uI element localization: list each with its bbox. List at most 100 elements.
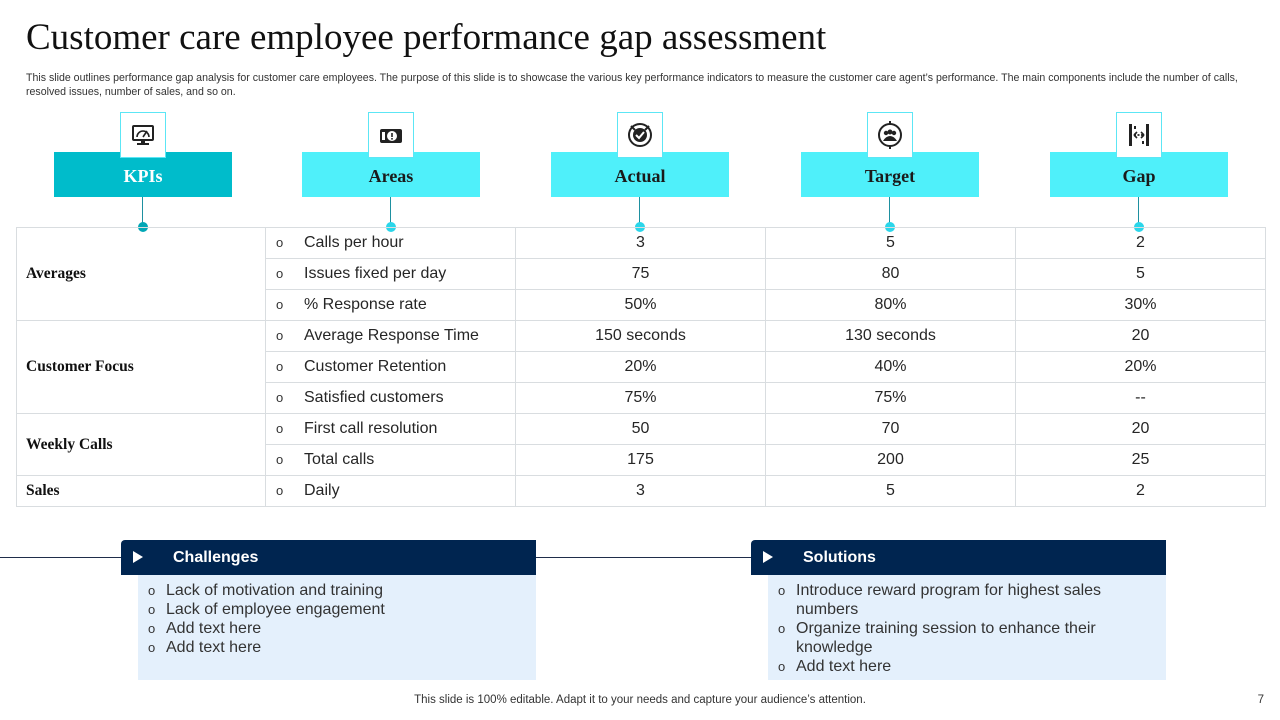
actual-cell: 75% bbox=[515, 382, 766, 414]
area-label: Satisfied customers bbox=[304, 389, 444, 406]
monitor-gauge-icon bbox=[120, 112, 166, 158]
target-cell: 130 seconds bbox=[765, 320, 1016, 352]
bullet: o bbox=[148, 602, 156, 617]
list-item: o Lack of employee engagement bbox=[148, 600, 526, 619]
list-item-text: Add text here bbox=[166, 639, 262, 656]
list-item: o Add text here bbox=[778, 657, 1156, 676]
target-cell: 80% bbox=[765, 289, 1016, 321]
column-label: Target bbox=[801, 152, 979, 197]
list-item-text: Organize training session to enhance the… bbox=[796, 620, 1096, 656]
bullet: o bbox=[276, 483, 284, 498]
bullet: o bbox=[148, 621, 156, 636]
table-row: o % Response rate 50% 80% 30% bbox=[17, 289, 1266, 321]
table-row: o Issues fixed per day 75 80 5 bbox=[17, 258, 1266, 290]
actual-cell: 50 bbox=[515, 413, 766, 445]
table-row: Sales o Daily 3 5 2 bbox=[16, 475, 1266, 507]
area-label: First call resolution bbox=[304, 420, 438, 437]
kpi-group-cell: Averages bbox=[16, 227, 266, 321]
area-label: Total calls bbox=[304, 451, 375, 468]
area-cell: o Total calls bbox=[265, 444, 516, 476]
connector-line bbox=[1138, 197, 1139, 225]
actual-cell: 20% bbox=[515, 351, 766, 383]
bullet: o bbox=[276, 359, 284, 374]
target-cell: 80 bbox=[765, 258, 1016, 290]
challenges-box: Challenges o Lack of motivation and train… bbox=[121, 540, 536, 680]
area-cell: o Satisfied customers bbox=[265, 382, 516, 414]
play-arrow-icon bbox=[763, 551, 773, 563]
list-item-text: Add text here bbox=[796, 658, 892, 675]
column-label: Actual bbox=[551, 152, 729, 197]
bullet: o bbox=[276, 297, 284, 312]
kpi-gap-table: Averages o Calls per hour 3 5 2 o Issues fixed … bbox=[16, 227, 1266, 507]
bullet: o bbox=[276, 328, 284, 343]
table-row: o Total calls 175 200 25 bbox=[17, 444, 1266, 476]
target-cell: 40% bbox=[765, 351, 1016, 383]
challenges-list: o Lack of motivation and training o Lack of… bbox=[138, 575, 536, 680]
bullet: o bbox=[276, 390, 284, 405]
bullet: o bbox=[276, 421, 284, 436]
table-row: Customer Focus o Average Response Time 150 … bbox=[16, 320, 1266, 414]
target-cell: 70 bbox=[765, 413, 1016, 445]
column-label: Gap bbox=[1050, 152, 1228, 197]
bullet: o bbox=[778, 583, 786, 598]
table-row: Weekly Calls o First call resolution 50 70 20 bbox=[16, 413, 1266, 476]
actual-cell: 75 bbox=[515, 258, 766, 290]
bullet: o bbox=[276, 452, 284, 467]
solutions-box: Solutions o Introduce reward program for … bbox=[751, 540, 1166, 680]
gap-measure-icon bbox=[1116, 112, 1162, 158]
area-cell: o First call resolution bbox=[265, 413, 516, 445]
table-row: Averages o Calls per hour 3 5 2 bbox=[16, 227, 1266, 321]
area-label: % Response rate bbox=[304, 296, 427, 313]
challenges-header: Challenges bbox=[121, 540, 536, 575]
actual-cell: 3 bbox=[515, 227, 766, 259]
gap-cell: 2 bbox=[1015, 227, 1266, 259]
solutions-list: o Introduce reward program for highest sa… bbox=[768, 575, 1166, 680]
bullet: o bbox=[778, 621, 786, 636]
challenges-title: Challenges bbox=[173, 548, 259, 566]
column-header-kpis: KPIs bbox=[54, 112, 232, 232]
footer-note: This slide is 100% editable. Adapt it to… bbox=[414, 694, 866, 706]
solutions-title: Solutions bbox=[803, 548, 876, 566]
connector-line bbox=[639, 197, 640, 225]
list-item: o Introduce reward program for highest sa… bbox=[778, 581, 1156, 619]
bullet: o bbox=[276, 235, 284, 250]
area-cell: o Daily bbox=[265, 475, 516, 507]
list-item: o Add text here bbox=[148, 619, 526, 638]
list-item-text: Introduce reward program for highest sal… bbox=[796, 582, 1102, 618]
area-cell: o Calls per hour bbox=[265, 227, 516, 259]
bullet: o bbox=[778, 659, 786, 674]
column-label: KPIs bbox=[54, 152, 232, 197]
area-cell: o Average Response Time bbox=[265, 320, 516, 352]
actual-cell: 3 bbox=[515, 475, 766, 507]
target-cell: 75% bbox=[765, 382, 1016, 414]
column-header-gap: Gap bbox=[1050, 112, 1228, 232]
gap-cell: 20% bbox=[1015, 351, 1266, 383]
gap-cell: -- bbox=[1015, 382, 1266, 414]
target-check-icon bbox=[617, 112, 663, 158]
slide-description: This slide outlines performance gap anal… bbox=[26, 72, 1238, 98]
bullet: o bbox=[276, 266, 284, 281]
list-item-text: Lack of motivation and training bbox=[166, 582, 384, 599]
bullet: o bbox=[148, 640, 156, 655]
gap-cell: 20 bbox=[1015, 320, 1266, 352]
connector-line bbox=[142, 197, 143, 225]
page-number: 7 bbox=[1257, 694, 1264, 706]
actual-cell: 175 bbox=[515, 444, 766, 476]
area-cell: o % Response rate bbox=[265, 289, 516, 321]
connector-line bbox=[889, 197, 890, 225]
list-item-text: Lack of employee engagement bbox=[166, 601, 385, 618]
bullet: o bbox=[148, 583, 156, 598]
target-cell: 5 bbox=[765, 475, 1016, 507]
area-label: Issues fixed per day bbox=[304, 265, 447, 282]
column-label: Areas bbox=[302, 152, 480, 197]
gap-cell: 5 bbox=[1015, 258, 1266, 290]
connector-line bbox=[390, 197, 391, 225]
list-item: o Organize training session to enhance th… bbox=[778, 619, 1156, 657]
kpi-group-cell: Customer Focus bbox=[16, 320, 266, 414]
solutions-header: Solutions bbox=[751, 540, 1166, 575]
list-item-text: Add text here bbox=[166, 620, 262, 637]
area-cell: o Issues fixed per day bbox=[265, 258, 516, 290]
target-cell: 5 bbox=[765, 227, 1016, 259]
team-target-icon bbox=[867, 112, 913, 158]
area-cell: o Customer Retention bbox=[265, 351, 516, 383]
